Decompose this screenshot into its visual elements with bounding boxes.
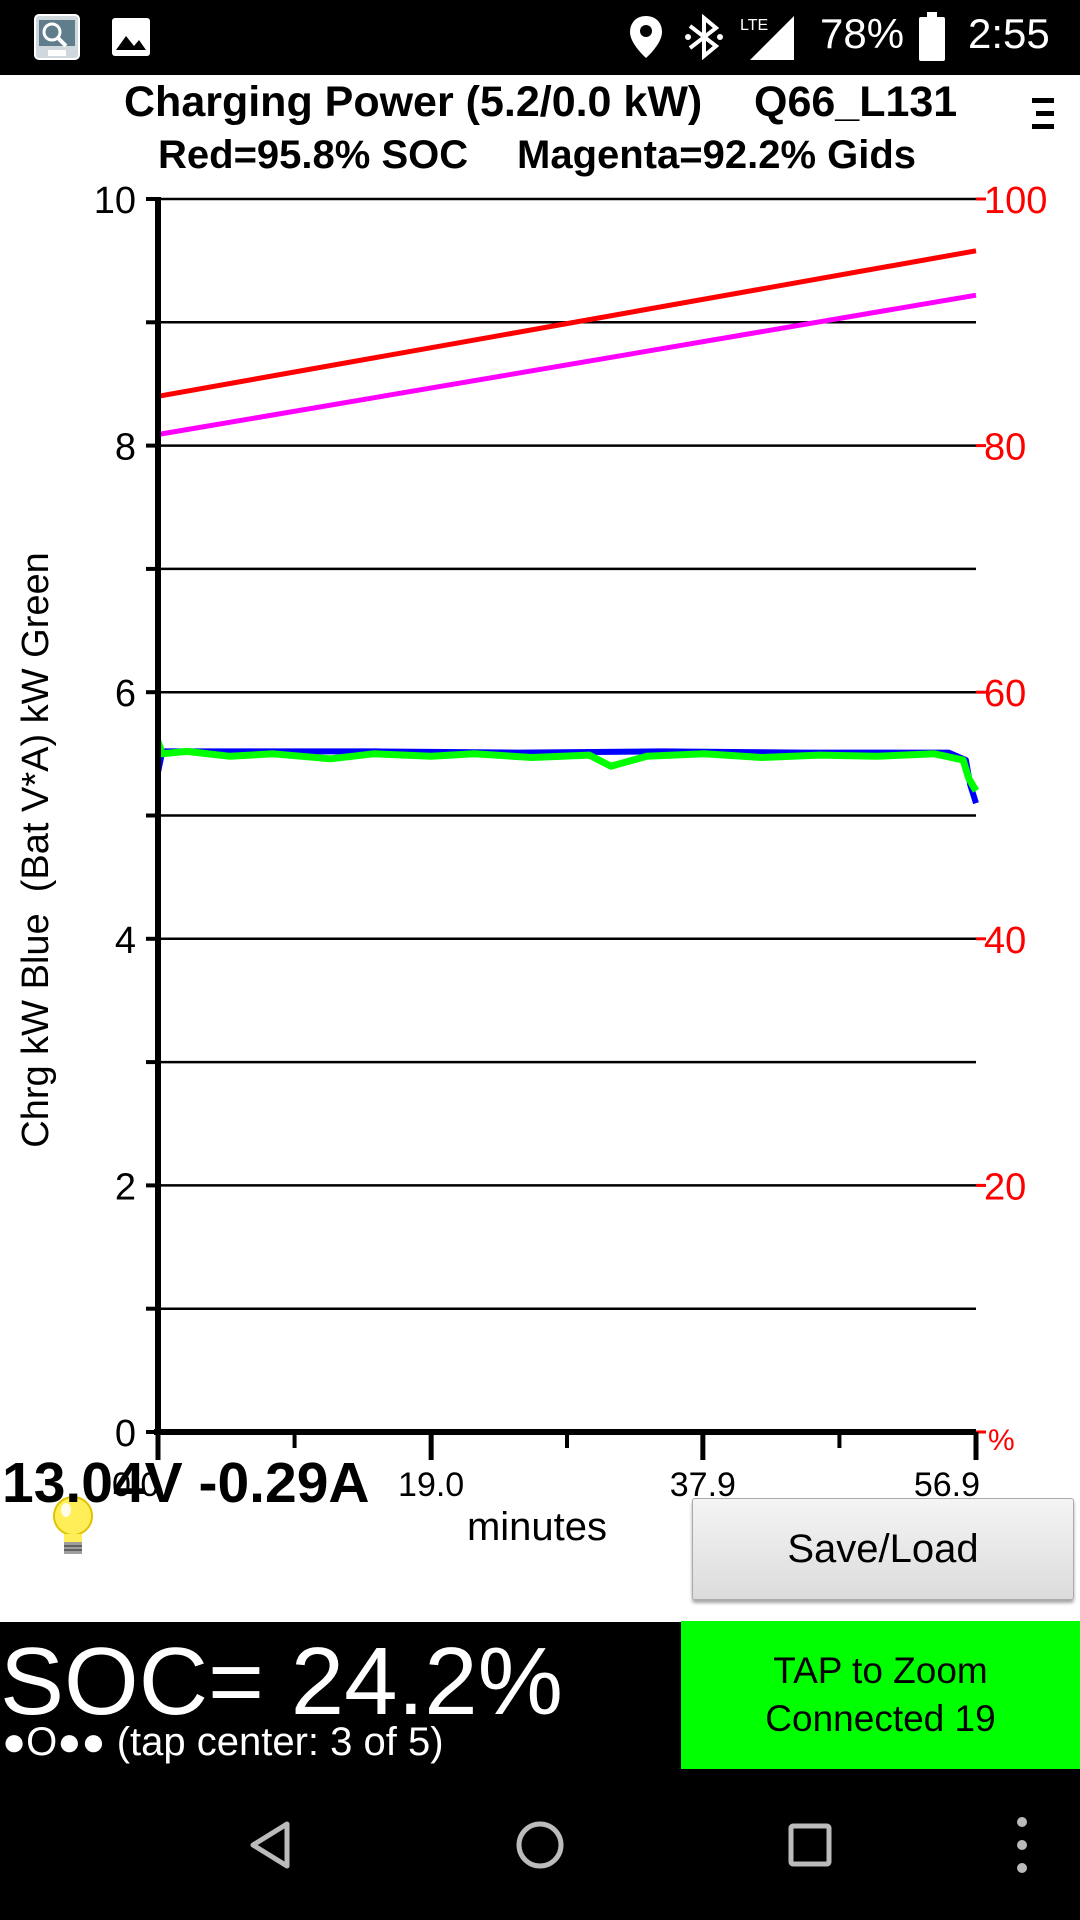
gids-legend: Magenta=92.2% Gids <box>517 133 917 177</box>
y-right-tick-label: 20 <box>984 1166 1026 1208</box>
clock: 2:55 <box>968 10 1050 57</box>
save-load-button[interactable]: Save/Load <box>692 1498 1074 1600</box>
voltage-current-readout: 13.04V -0.29A <box>2 1451 370 1515</box>
y-left-tick-label: 6 <box>115 673 136 715</box>
svg-text:LTE: LTE <box>740 17 768 34</box>
axes <box>146 197 986 1460</box>
back-icon[interactable] <box>210 1770 330 1920</box>
x-tick-label: 19.0 <box>398 1466 464 1504</box>
series-line-3 <box>154 740 980 793</box>
connection-status: Connected 19 <box>765 1698 996 1739</box>
location-icon <box>628 14 664 65</box>
overflow-menu-icon[interactable] <box>962 1770 1080 1920</box>
series-line-1 <box>157 292 977 437</box>
y-left-tick-label: 10 <box>94 180 136 222</box>
page-dots: ●O●● <box>2 1720 106 1764</box>
menu-icon[interactable] <box>1028 92 1062 136</box>
car-id-label: Q66_L131 <box>754 78 958 126</box>
status-bar: LTE 78% 2:55 <box>0 0 1080 75</box>
axis-labels: 0 2 4 6 8 10% 20 40 60 80 100 0.0 19.0 37.9 56.9 minute… <box>15 180 1047 1549</box>
battery-icon <box>918 12 946 67</box>
y-left-tick-label: 8 <box>115 427 136 469</box>
lightbulb-icon[interactable] <box>50 1494 96 1565</box>
charging-power-title: Charging Power (5.2/0.0 kW) <box>124 78 703 126</box>
y-axis-title: Chrg kW Blue (Bat V*A) kW Green <box>15 552 57 1148</box>
tap-center-hint: (tap center: 3 of 5) <box>105 1720 444 1764</box>
soc-legend: Red=95.8% SOC <box>158 133 469 177</box>
y-left-tick-label: 4 <box>115 920 136 962</box>
recents-icon[interactable] <box>750 1770 870 1920</box>
y-right-tick-label: 100 <box>984 180 1047 222</box>
navigation-bar <box>0 1770 1080 1920</box>
page-indicator[interactable]: ●O●● (tap center: 3 of 5) <box>2 1720 444 1765</box>
battery-percent: 78% <box>820 10 905 57</box>
x-tick-label: 37.9 <box>670 1466 736 1504</box>
image-icon <box>110 16 152 63</box>
grid-lines <box>158 197 976 1310</box>
x-tick-label: 0.0 <box>112 1466 159 1504</box>
x-axis-title: minutes <box>467 1505 607 1549</box>
lte-signal-icon: LTE <box>740 12 796 67</box>
y-right-tick-label: 80 <box>984 427 1026 469</box>
y-left-tick-label: 0 <box>115 1413 136 1455</box>
soc-value: SOC= 24.2% <box>0 1628 563 1735</box>
series-line-0 <box>157 248 977 399</box>
x-tick-label: 56.9 <box>914 1466 980 1504</box>
y-left-tick-label: 2 <box>115 1166 136 1208</box>
y-right-tick-label: 60 <box>984 673 1026 715</box>
app-icon <box>34 14 80 65</box>
tap-to-zoom-button[interactable]: TAP to Zoom Connected 19 <box>681 1621 1080 1769</box>
bluetooth-icon <box>684 13 724 65</box>
tap-to-zoom-label: TAP to Zoom <box>773 1650 988 1691</box>
y-right-tick-label: % <box>988 1424 1015 1457</box>
series-lines <box>154 248 980 805</box>
y-right-tick-label: 40 <box>984 920 1026 962</box>
charging-chart[interactable]: 0 2 4 6 8 10% 20 40 60 80 100 0.0 19.0 37.9 56.9 minute… <box>0 0 1080 1620</box>
home-icon[interactable] <box>480 1770 600 1920</box>
